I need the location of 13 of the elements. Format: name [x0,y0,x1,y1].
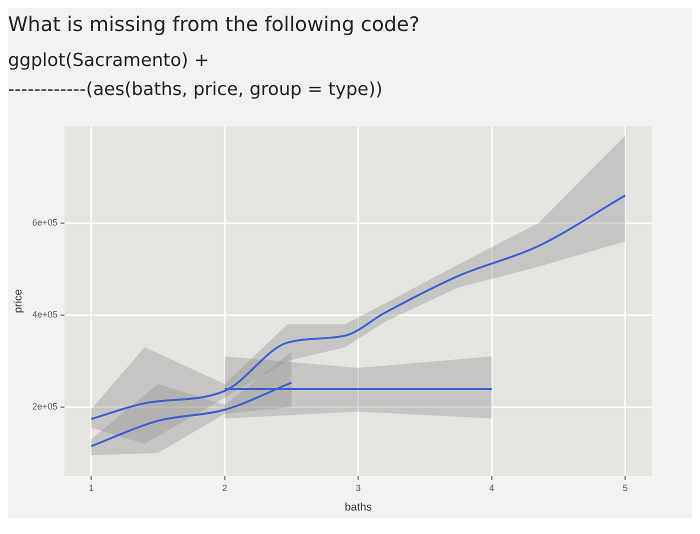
x-axis-title: baths [344,501,372,514]
y-tick-label: 6e+05 [32,217,58,228]
x-tick-label: 5 [622,482,628,493]
chart-title: What is missing from the following code? [8,11,421,38]
text: ggplot(Sacramento) + [8,49,210,73]
x-tick-label: 1 [88,482,94,493]
y-tick-label: 2e+05 [32,401,58,412]
x-tick-label: 2 [222,482,228,493]
x-tick-label: 3 [356,482,361,493]
text: ------------(aes(baths, price, group = type)) [8,78,384,102]
y-axis-title: price [12,289,25,314]
x-tick-label: 4 [489,482,494,493]
y-tick-label: 4e+05 [32,309,58,320]
